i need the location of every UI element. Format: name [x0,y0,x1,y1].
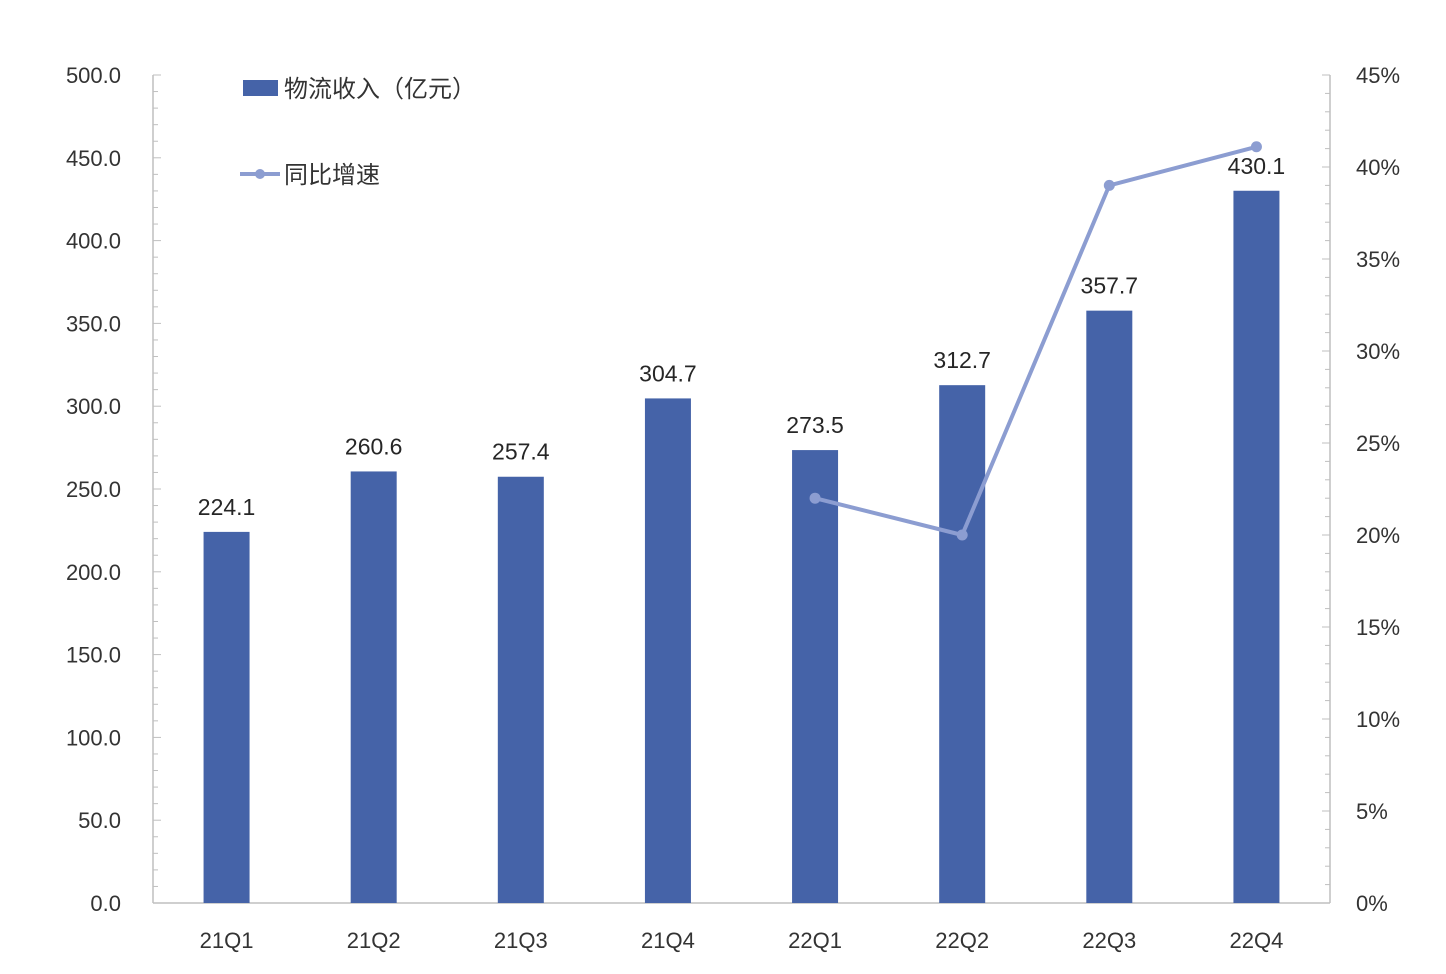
right-tick-label: 20% [1356,523,1400,548]
growth-point [1103,179,1115,191]
growth-point [809,492,821,504]
right-tick-label: 40% [1356,155,1400,180]
bar [497,476,544,903]
legend-line-marker [255,169,265,179]
legend: 物流收入（亿元） 同比增速 [240,75,476,189]
bar [939,385,986,903]
bar [203,531,250,903]
bar [1086,310,1133,903]
right-tick-label: 45% [1356,63,1400,88]
left-tick-label: 0.0 [90,891,121,916]
right-tick-label: 30% [1356,339,1400,364]
left-tick-label: 450.0 [66,146,121,171]
left-tick-label: 350.0 [66,311,121,336]
x-tick-label: 21Q3 [494,928,548,953]
left-tick-label: 500.0 [66,63,121,88]
x-tick-label: 21Q2 [347,928,401,953]
legend-line-label: 同比增速 [284,161,380,189]
labels-layer: 224.1 260.6 257.4 304.7 273.5 312.7 357.7 430.1 [198,153,1285,520]
right-tick-label: 35% [1356,247,1400,272]
bar-data-label: 304.7 [639,360,697,386]
bar [792,450,839,903]
bar-data-label: 257.4 [492,439,550,465]
bar-data-label: 357.7 [1081,273,1139,299]
right-tick-label: 10% [1356,707,1400,732]
bar-data-label: 260.6 [345,433,403,459]
line-layer [809,141,1262,541]
bar-data-label: 430.1 [1228,153,1286,179]
left-tick-label: 400.0 [66,229,121,254]
left-tick-label: 150.0 [66,643,121,668]
x-tick-label: 21Q1 [200,928,254,953]
bar [644,398,691,903]
bar-data-label: 273.5 [786,412,844,438]
left-tick-label: 50.0 [78,808,121,833]
growth-point [1250,141,1262,153]
bars-layer [203,190,1280,903]
bar-data-label: 224.1 [198,494,256,520]
x-tick-label: 22Q4 [1230,928,1284,953]
legend-bar-label: 物流收入（亿元） [284,75,476,103]
x-tick-label: 21Q4 [641,928,695,953]
x-tick-label: 22Q1 [788,928,842,953]
x-tick-label: 22Q3 [1082,928,1136,953]
legend-bar-swatch [243,80,278,96]
bar-data-label: 312.7 [933,347,991,373]
left-tick-label: 250.0 [66,477,121,502]
right-tick-label: 15% [1356,615,1400,640]
left-tick-label: 200.0 [66,560,121,585]
x-tick-label: 22Q2 [935,928,989,953]
axes-layer: 0.0 50.0 100.0 150.0 200.0 250.0 300.0 350.0 400… [66,63,1400,953]
right-tick-label: 25% [1356,431,1400,456]
bar [350,471,397,903]
growth-line [814,144,1257,537]
bar [1233,190,1280,903]
left-tick-label: 300.0 [66,394,121,419]
right-tick-label: 0% [1356,891,1388,916]
right-tick-label: 5% [1356,799,1388,824]
left-tick-label: 100.0 [66,725,121,750]
growth-point [956,529,968,541]
